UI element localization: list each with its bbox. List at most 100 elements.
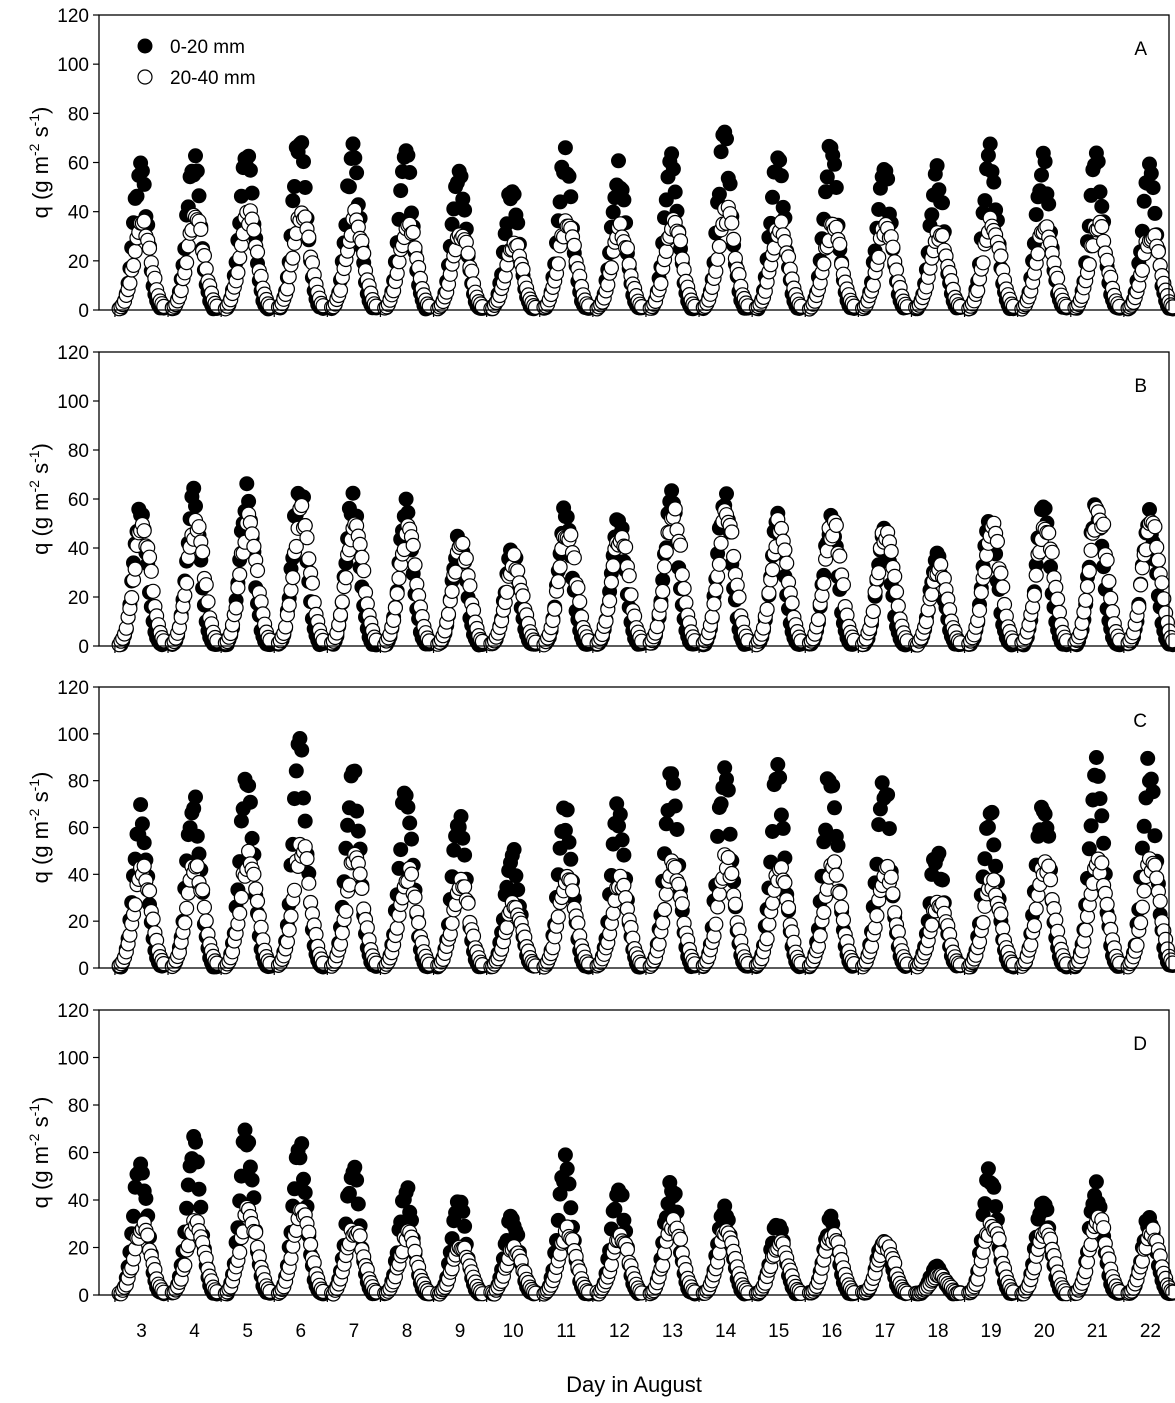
data-point (285, 193, 301, 209)
data-point (1129, 937, 1145, 953)
data-point (334, 594, 350, 610)
data-point (780, 249, 797, 265)
data-point (986, 174, 1002, 190)
y-tick-label: 20 (68, 588, 89, 609)
data-point (191, 519, 207, 535)
data-point (508, 868, 524, 884)
legend-filled-marker (137, 38, 153, 54)
data-point (709, 251, 726, 267)
y-tick-label: 80 (68, 441, 89, 462)
data-point (515, 588, 531, 604)
data-point (570, 580, 586, 596)
x-tick-label: 10 (503, 1321, 524, 1342)
data-point (982, 136, 998, 152)
data-point (988, 858, 1004, 874)
data-point (759, 931, 775, 947)
data-point (136, 835, 152, 851)
data-point (1094, 198, 1110, 214)
data-point (1099, 896, 1115, 913)
data-point (759, 601, 775, 617)
data-point (885, 239, 901, 255)
data-point (193, 221, 209, 237)
data-point (819, 169, 835, 185)
data-point (188, 789, 203, 805)
data-point (1034, 167, 1049, 183)
y-tick-label: 20 (68, 252, 89, 273)
data-point (230, 264, 246, 281)
data-point (349, 803, 365, 819)
data-point (296, 154, 311, 170)
data-point (1083, 818, 1099, 834)
data-point (557, 140, 573, 156)
data-point (924, 207, 940, 223)
data-point (244, 830, 260, 846)
data-point (455, 830, 471, 846)
x-tick-label: 4 (189, 1321, 200, 1342)
data-point (246, 866, 262, 882)
x-tick-label: 11 (556, 1321, 576, 1342)
data-point (1094, 808, 1110, 824)
data-point (865, 603, 881, 620)
data-point (773, 807, 789, 823)
data-point (559, 802, 575, 818)
data-point (973, 584, 989, 601)
data-point (334, 925, 350, 941)
data-point (242, 1159, 258, 1175)
y-tick-label: 40 (68, 865, 89, 886)
data-point (1026, 587, 1043, 603)
data-point (444, 216, 460, 232)
data-point (179, 900, 195, 916)
y-tick-label: 80 (68, 772, 89, 793)
data-point (1095, 516, 1112, 532)
data-point (457, 202, 473, 218)
data-point (674, 896, 690, 912)
x-tick-label: 7 (349, 1321, 360, 1342)
data-point (564, 883, 581, 899)
data-point (995, 579, 1011, 595)
data-point (667, 184, 683, 200)
data-point (347, 763, 363, 779)
data-point (248, 881, 264, 897)
data-point (136, 858, 152, 874)
x-tick-label: 17 (874, 1321, 895, 1342)
panel-b: 0 20 40 60 80 100 120 Bq (g m-2 s-1) (26, 343, 1175, 658)
data-point (341, 877, 357, 893)
data-point (655, 1257, 671, 1274)
data-point (440, 606, 457, 622)
x-tick-label: 3 (136, 1321, 147, 1342)
y-tick-label: 120 (57, 1001, 89, 1022)
data-point (828, 517, 844, 534)
data-point (655, 583, 671, 600)
data-point (499, 919, 515, 936)
data-point (665, 775, 681, 791)
data-point (713, 535, 729, 551)
data-point (720, 782, 736, 798)
x-tick-label: 21 (1087, 1321, 1108, 1342)
data-point (550, 573, 566, 590)
data-point (623, 587, 639, 603)
data-point (453, 809, 469, 824)
data-point (725, 231, 742, 247)
data-point (237, 1122, 253, 1138)
data-point (559, 1161, 575, 1177)
data-point (563, 1200, 579, 1216)
data-point (411, 914, 427, 931)
data-point (1037, 500, 1053, 516)
data-point (124, 589, 140, 606)
panel-d: 0 20 40 60 80 100 120 3 4 5 6 7 8 9 10 11 12 13 14 15 16 17 18… (26, 1001, 1175, 1397)
data-point (708, 916, 724, 932)
data-point (561, 1176, 577, 1192)
data-point (189, 1154, 205, 1170)
data-point (773, 168, 789, 184)
data-point (195, 882, 211, 898)
data-point (393, 842, 409, 858)
series-filled (111, 1122, 1175, 1302)
x-tick-label: 15 (768, 1321, 789, 1342)
data-point (993, 565, 1009, 581)
data-point (294, 742, 310, 758)
data-point (988, 1199, 1004, 1215)
data-point (883, 869, 899, 885)
data-point (935, 195, 950, 211)
data-point (773, 859, 790, 876)
data-point (1041, 196, 1057, 212)
